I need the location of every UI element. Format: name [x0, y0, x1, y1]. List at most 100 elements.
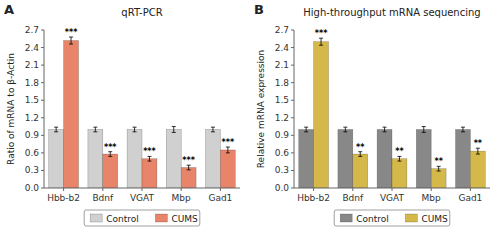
error-bar: [397, 156, 401, 161]
panel: AqRT-PCR0.00.30.60.91.21.51.82.12.42.7Ra…: [4, 2, 240, 226]
error-bar: [147, 156, 151, 161]
error-cap: [211, 127, 215, 128]
y-tick-label: 0.9: [275, 130, 290, 140]
error-stem: [149, 156, 150, 161]
error-cap: [172, 132, 176, 133]
error-bar: [437, 166, 441, 171]
x-tick: [63, 188, 64, 191]
x-tick: [431, 188, 432, 191]
error-cap: [226, 152, 230, 153]
significance-label: **: [356, 143, 365, 152]
bar: [88, 129, 103, 188]
error-cap: [147, 161, 151, 162]
error-stem: [95, 127, 96, 132]
error-stem: [477, 148, 478, 154]
bar: [456, 129, 471, 188]
title: qRT-PCR: [121, 7, 162, 18]
plot-area: [49, 37, 236, 188]
error-stem: [321, 38, 322, 45]
x-tick: [102, 188, 103, 191]
error-bar: [461, 127, 465, 132]
y-tick-label: 1.5: [275, 95, 289, 105]
error-stem: [173, 127, 174, 133]
y-tick-label: 2.7: [25, 25, 39, 35]
plot-area: [299, 38, 486, 188]
error-stem: [306, 127, 307, 132]
significance-label: ***: [65, 28, 78, 37]
title: High-throughput mRNA sequencing: [303, 7, 480, 18]
y-tick-label: 0.3: [25, 165, 39, 175]
legend-swatch: [155, 214, 167, 222]
error-bar: [383, 127, 387, 132]
y-tick-label: 1.2: [275, 113, 289, 123]
error-cap: [69, 44, 73, 45]
bar: [206, 129, 221, 188]
significance-label: ***: [315, 29, 328, 38]
legend-label: Control: [106, 214, 139, 224]
x-tick-label: Gad1: [458, 193, 482, 203]
x-tick-label: Bdnf: [342, 193, 364, 203]
error-bar: [422, 127, 426, 133]
significance-label: ***: [143, 147, 156, 156]
bar: [314, 42, 329, 188]
x-tick: [470, 188, 471, 191]
y-axis-label: Ratio of mRNA to β-Actin: [6, 53, 16, 165]
bar: [470, 151, 485, 188]
error-cap: [304, 127, 308, 128]
error-stem: [188, 165, 189, 170]
y-tick-label: 2.7: [275, 25, 289, 35]
error-cap: [437, 171, 441, 172]
bar: [377, 129, 392, 188]
bar: [181, 168, 196, 188]
error-stem: [110, 152, 111, 157]
bar: [220, 150, 235, 188]
error-stem: [212, 127, 213, 132]
x-tick-label: Hbb-b2: [297, 193, 330, 203]
x-tick-label: VGAT: [380, 193, 405, 203]
x-tick: [220, 188, 221, 191]
error-cap: [422, 132, 426, 133]
error-bar: [211, 127, 215, 132]
x-tick: [142, 188, 143, 191]
error-stem: [438, 166, 439, 171]
legend-swatch: [90, 214, 102, 222]
bar: [166, 129, 181, 188]
error-cap: [343, 131, 347, 132]
error-stem: [134, 127, 135, 132]
y-tick-label: 2.4: [25, 43, 40, 53]
x-tick-label: VGAT: [130, 193, 155, 203]
y-tick-label: 0.0: [275, 183, 290, 193]
significance-label: **: [474, 139, 483, 148]
panel-label: A: [4, 2, 14, 17]
y-tick-label: 1.8: [25, 78, 40, 88]
error-cap: [383, 131, 387, 132]
significance-label: **: [395, 147, 404, 156]
error-bar: [54, 127, 58, 132]
legend-box: [84, 210, 200, 226]
x-tick-label: Mbp: [422, 193, 441, 203]
error-cap: [187, 169, 191, 170]
bar: [338, 129, 353, 188]
x-tick-label: Gad1: [208, 193, 232, 203]
error-bar: [108, 152, 112, 157]
significance-label: ***: [104, 143, 117, 152]
error-cap: [211, 131, 215, 132]
y-tick-label: 0.6: [25, 148, 40, 158]
y-axis: [44, 30, 45, 188]
error-cap: [319, 45, 323, 46]
error-bar: [133, 127, 137, 132]
error-stem: [462, 127, 463, 132]
error-stem: [360, 152, 361, 157]
x-tick-label: Hbb-b2: [47, 193, 80, 203]
y-tick-label: 1.8: [275, 78, 290, 88]
legend-swatch: [340, 214, 352, 222]
legend-swatch: [405, 214, 417, 222]
error-cap: [133, 127, 137, 128]
significance-label: ***: [182, 156, 195, 165]
y-axis-label: Relative mRNA expression: [256, 50, 266, 168]
significance-label: **: [434, 157, 443, 166]
panel: BHigh-throughput mRNA sequencing0.00.30.…: [254, 2, 490, 226]
figure: AqRT-PCR0.00.30.60.91.21.51.82.12.42.7Ra…: [0, 0, 500, 240]
bar: [392, 159, 407, 188]
error-cap: [93, 131, 97, 132]
